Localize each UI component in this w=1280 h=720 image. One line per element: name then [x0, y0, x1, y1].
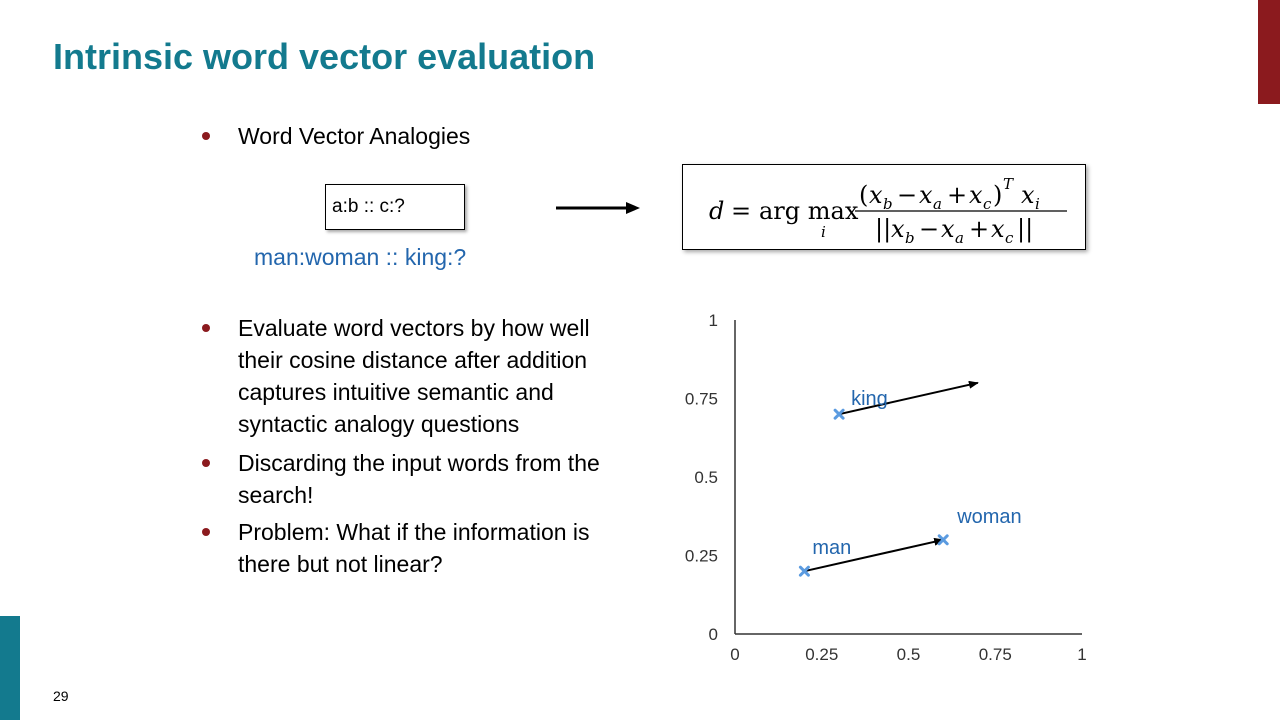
point-marker	[937, 534, 949, 546]
svg-text:(: (	[859, 181, 868, 209]
vector-arrow	[838, 380, 979, 416]
svg-text:x: x	[941, 215, 955, 243]
analogy-example: man:woman :: king:?	[254, 244, 467, 270]
svg-text:): )	[993, 181, 1002, 209]
svg-text:T: T	[1003, 175, 1014, 193]
svg-text:c: c	[983, 195, 992, 213]
svg-text:=: =	[731, 197, 751, 225]
bullet-line: their cosine distance after addition	[238, 347, 588, 373]
bullet-line: there but not linear?	[238, 551, 443, 577]
slide-title: Intrinsic word vector evaluation	[53, 36, 596, 77]
bullet-line: captures intuitive semantic and	[238, 379, 554, 405]
formula-operator: arg max	[759, 197, 859, 225]
bullet-marker	[202, 528, 210, 536]
plot-marks: man woman king	[798, 380, 1022, 577]
svg-text:+: +	[947, 181, 967, 209]
svg-text:||: ||	[875, 215, 891, 244]
bullet-problem: Problem: What if the information is ther…	[238, 516, 590, 580]
svg-text:||: ||	[1017, 215, 1033, 244]
bullet-line: Evaluate word vectors by how well	[238, 315, 590, 341]
point-woman: woman	[937, 506, 1022, 546]
svg-text:x: x	[869, 181, 883, 209]
svg-text:−: −	[919, 215, 939, 243]
point-label: man	[812, 537, 851, 559]
x-tick-label: 0.75	[979, 645, 1012, 664]
y-tick-label: 1	[709, 311, 718, 330]
top-right-accent-bar	[1258, 0, 1280, 104]
svg-text:x: x	[891, 215, 905, 243]
right-arrow-icon	[556, 202, 640, 214]
bullet-evaluate: Evaluate word vectors by how well their …	[238, 312, 590, 440]
bullet-marker	[202, 459, 210, 467]
analogy-pattern-text: a:b :: c:?	[332, 196, 405, 217]
formula-index: i	[821, 223, 826, 241]
bullet-line: Discarding the input words from the	[238, 450, 600, 476]
svg-text:−: −	[897, 181, 917, 209]
svg-text:b: b	[883, 195, 893, 213]
svg-text:x: x	[1021, 181, 1035, 209]
x-tick-label: 0.25	[805, 645, 838, 664]
page-number: 29	[53, 688, 69, 704]
bullet-line: search!	[238, 482, 314, 508]
x-tick-label: 0.5	[897, 645, 921, 664]
bullet-marker	[202, 324, 210, 332]
svg-text:a: a	[933, 195, 942, 213]
formula-lhs: d	[709, 197, 724, 225]
bullet-line: Problem: What if the information is	[238, 519, 590, 545]
bullet-line: syntactic analogy questions	[238, 411, 520, 437]
point-marker	[798, 565, 810, 577]
bullet-discarding: Discarding the input words from the sear…	[238, 447, 600, 511]
svg-text:a: a	[955, 229, 964, 247]
x-tick-label: 0	[730, 645, 739, 664]
y-tick-label: 0.75	[685, 390, 718, 409]
plot-ticks: 0 0.25 0.5 0.75 1 0 0.25 0.5 0.75 1	[685, 311, 1087, 664]
svg-text:i: i	[1035, 195, 1040, 213]
svg-text:x: x	[919, 181, 933, 209]
analogy-pattern-box: a:b :: c:?	[325, 184, 465, 230]
point-label: woman	[956, 506, 1021, 528]
point-label: king	[851, 388, 888, 410]
bullet-word-vector-analogies: Word Vector Analogies	[238, 123, 471, 149]
bullet-marker	[202, 132, 210, 140]
svg-text:b: b	[905, 229, 915, 247]
svg-text:c: c	[1005, 229, 1014, 247]
point-marker	[833, 408, 845, 420]
y-tick-label: 0	[709, 625, 718, 644]
svg-text:x: x	[969, 181, 983, 209]
x-tick-label: 1	[1077, 645, 1086, 664]
vector-arrow	[804, 537, 945, 573]
analogy-scatter-plot: 0 0.25 0.5 0.75 1 0 0.25 0.5 0.75 1 man woman king	[685, 311, 1087, 664]
y-tick-label: 0.5	[694, 468, 718, 487]
point-man: man	[798, 537, 851, 577]
bottom-left-accent-bar	[0, 616, 20, 720]
plot-axes	[734, 320, 1082, 635]
y-tick-label: 0.25	[685, 547, 718, 566]
point-king: king	[833, 388, 888, 420]
svg-text:+: +	[969, 215, 989, 243]
svg-text:x: x	[991, 215, 1005, 243]
